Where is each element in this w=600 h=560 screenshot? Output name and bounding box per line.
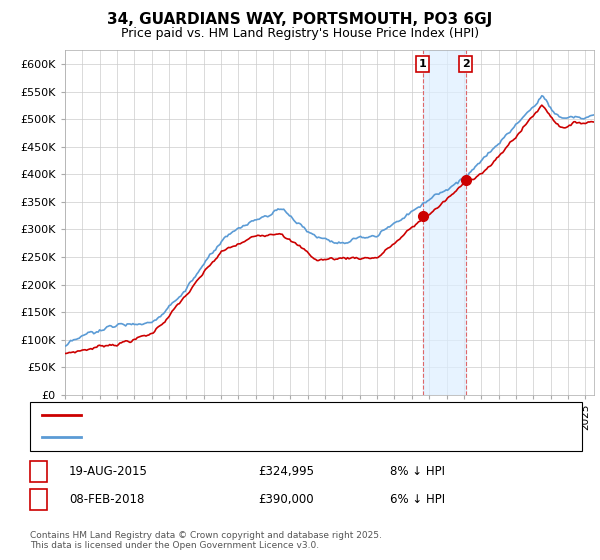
Text: 8% ↓ HPI: 8% ↓ HPI bbox=[390, 465, 445, 478]
Text: 08-FEB-2018: 08-FEB-2018 bbox=[69, 493, 145, 506]
Text: 2: 2 bbox=[34, 493, 43, 506]
Text: 2: 2 bbox=[462, 59, 469, 69]
Text: Contains HM Land Registry data © Crown copyright and database right 2025.
This d: Contains HM Land Registry data © Crown c… bbox=[30, 530, 382, 550]
Text: 34, GUARDIANS WAY, PORTSMOUTH, PO3 6GJ: 34, GUARDIANS WAY, PORTSMOUTH, PO3 6GJ bbox=[107, 12, 493, 27]
Text: 6% ↓ HPI: 6% ↓ HPI bbox=[390, 493, 445, 506]
Bar bbox=[423, 50, 466, 395]
Text: 34, GUARDIANS WAY, PORTSMOUTH, PO3 6GJ (detached house): 34, GUARDIANS WAY, PORTSMOUTH, PO3 6GJ (… bbox=[90, 410, 444, 421]
Text: Price paid vs. HM Land Registry's House Price Index (HPI): Price paid vs. HM Land Registry's House … bbox=[121, 27, 479, 40]
Text: 1: 1 bbox=[419, 59, 427, 69]
Text: £324,995: £324,995 bbox=[258, 465, 314, 478]
Text: HPI: Average price, detached house, Portsmouth: HPI: Average price, detached house, Port… bbox=[90, 432, 361, 442]
Text: 19-AUG-2015: 19-AUG-2015 bbox=[69, 465, 148, 478]
Text: 1: 1 bbox=[34, 465, 43, 478]
Text: £390,000: £390,000 bbox=[258, 493, 314, 506]
